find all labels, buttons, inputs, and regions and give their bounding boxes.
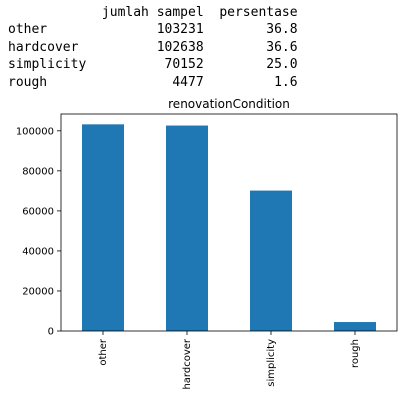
- y-tick-label: 100000: [16, 126, 54, 137]
- bar-simplicity: [250, 190, 292, 331]
- y-tick-label: 20000: [22, 286, 54, 297]
- bars-layer: [82, 124, 376, 331]
- plot-frame: [60, 113, 398, 332]
- y-tick-label: 80000: [22, 166, 54, 177]
- axes-layer: 0 20000 40000 60000 80000 100000 other hardcove…: [16, 113, 398, 390]
- y-tick-label: 40000: [22, 246, 54, 257]
- value-table: jumlah sampel persentase other 103231 36…: [8, 5, 298, 90]
- x-tick-label-other: other: [98, 338, 109, 366]
- chart-title: renovationCondition: [168, 97, 290, 111]
- x-tick-label-rough: rough: [350, 339, 361, 368]
- bar-rough: [334, 322, 376, 331]
- x-tick-label-simplicity: simplicity: [266, 339, 277, 387]
- bar-other: [82, 124, 124, 331]
- y-tick-label: 0: [48, 327, 54, 338]
- bar-hardcover: [166, 125, 208, 331]
- y-tick-label: 60000: [22, 206, 54, 217]
- x-tick-label-hardcover: hardcover: [182, 338, 193, 389]
